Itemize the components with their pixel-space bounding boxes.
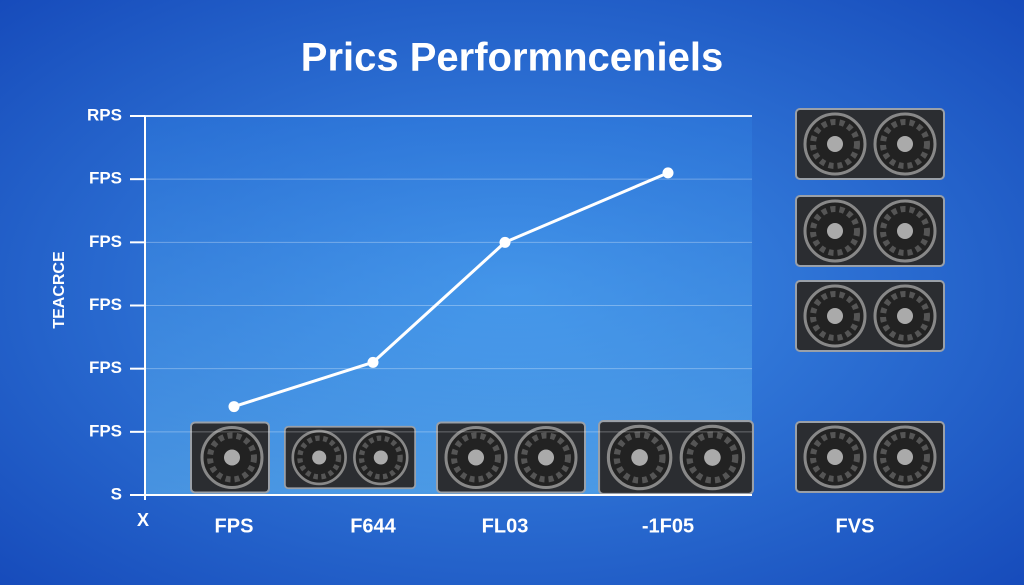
y-tick-label: FPS — [89, 295, 122, 314]
y-tick-label: FPS — [89, 358, 122, 377]
x-tick-label: FVS — [836, 515, 875, 537]
point — [662, 167, 674, 179]
x-tick-label: FPS — [215, 515, 254, 537]
y-tick-label: FPS — [89, 232, 122, 251]
point — [228, 401, 240, 413]
y-tick-label: RPS — [87, 105, 122, 124]
line — [233, 171, 669, 408]
y-tick-label: S — [111, 484, 122, 503]
y-tick-label: FPS — [89, 169, 122, 188]
point — [367, 356, 379, 368]
chart-title: Prics Performnceniels — [301, 36, 723, 80]
x-axis-label: X — [137, 510, 149, 530]
point — [499, 236, 511, 248]
x-tick-label: F644 — [350, 515, 396, 537]
y-axis-label: TEACRCE — [51, 251, 68, 329]
x-tick-label: -1F05 — [642, 515, 694, 537]
x-tick-label: FL03 — [482, 515, 529, 537]
y-tick-label: FPS — [89, 421, 122, 440]
